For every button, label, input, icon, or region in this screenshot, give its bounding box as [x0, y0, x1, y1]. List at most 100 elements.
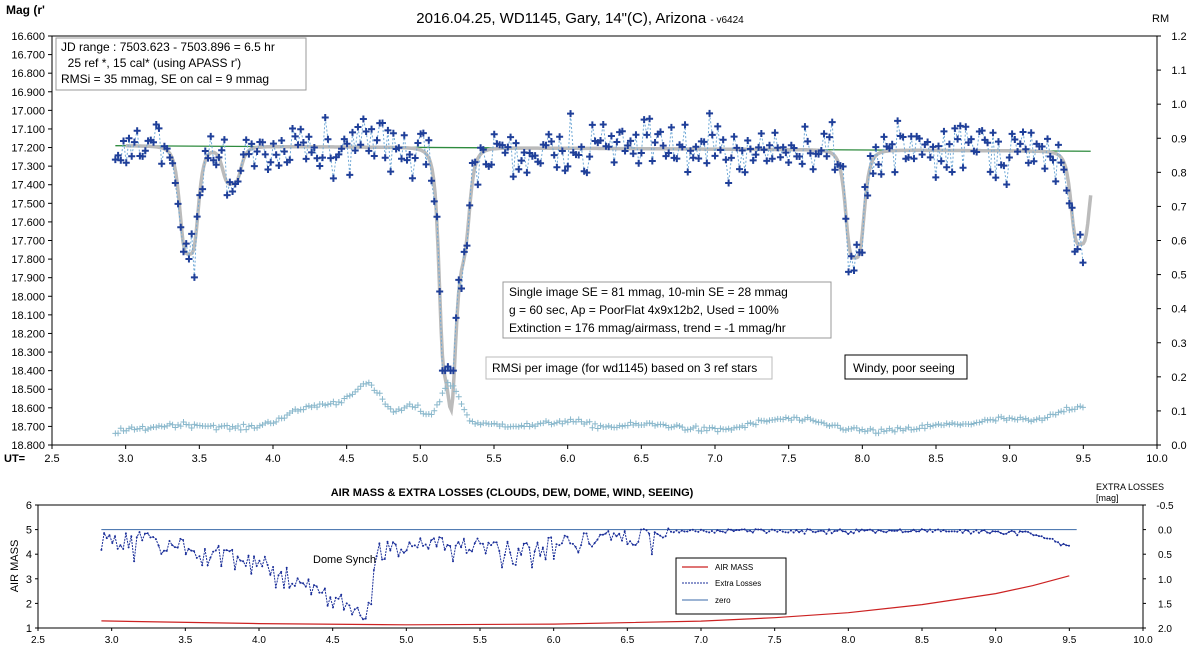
extra-losses-point — [599, 533, 602, 536]
rmsi-point — [346, 392, 353, 399]
rmsi-point — [177, 423, 184, 430]
extra-losses-point — [383, 558, 386, 560]
x-tick-label: 6.0 — [560, 453, 575, 465]
extra-losses-point — [863, 529, 866, 532]
mag-point — [269, 140, 277, 148]
extra-losses-point — [909, 530, 912, 533]
y-tick-label: 18.600 — [11, 403, 45, 415]
mag-point — [218, 146, 226, 154]
extra-losses-point — [443, 548, 446, 551]
extra-losses-point — [182, 539, 185, 541]
extra-losses-point — [735, 529, 738, 531]
rmsi-point — [736, 424, 743, 431]
extra-losses-point — [430, 539, 433, 542]
bottom-x-tick-label: 4.5 — [326, 635, 340, 646]
extra-losses-point — [236, 555, 239, 558]
extra-losses-point — [217, 545, 220, 547]
mag-point — [389, 129, 397, 137]
extra-losses-point — [498, 550, 501, 552]
rmsi-point — [117, 425, 124, 432]
x-tick-label: 8.0 — [855, 453, 870, 465]
extra-losses-point — [743, 528, 746, 531]
extra-losses-point — [727, 528, 730, 531]
extra-losses-point — [313, 584, 315, 587]
mag-point — [624, 142, 632, 150]
mag-point — [267, 158, 275, 166]
rmsi-point — [523, 420, 530, 427]
mag-point — [978, 127, 986, 135]
extra-losses-point — [683, 530, 686, 533]
y2-tick-label: 0.3 — [1171, 338, 1186, 350]
rmsi-point — [207, 423, 214, 430]
extra-losses-point — [986, 531, 989, 534]
mag-point — [825, 133, 833, 141]
mag-point — [166, 153, 174, 161]
y2-tick-label: 0.8 — [1171, 167, 1186, 179]
mag-point — [1038, 142, 1046, 150]
mag-point — [395, 144, 403, 152]
extra-losses-point — [108, 534, 111, 537]
mag-point — [259, 138, 267, 146]
y-tick-label: 17.000 — [11, 105, 45, 117]
rmsi-point — [433, 401, 440, 408]
mag-point — [899, 133, 907, 141]
extra-losses-point — [719, 530, 722, 533]
mag-point — [872, 143, 880, 151]
rmsi-point — [551, 420, 558, 427]
y-tick-label: 18.300 — [11, 347, 45, 359]
extra-losses-point — [983, 529, 986, 532]
y-tick-label: 17.800 — [11, 254, 45, 266]
mag-point — [986, 168, 994, 176]
extra-losses-point — [400, 548, 403, 551]
x-tick-label: 3.5 — [192, 453, 207, 465]
rmsi-point — [921, 425, 928, 432]
mag-point — [444, 363, 452, 371]
extra-losses-point — [141, 539, 144, 542]
mag-point — [158, 160, 166, 168]
rmsi-point — [363, 380, 370, 387]
rmsi-point — [968, 421, 975, 428]
mag-point — [894, 117, 902, 125]
extra-losses-point — [869, 528, 871, 531]
y-tick-label: 16.800 — [11, 68, 45, 80]
extra-losses-point — [386, 540, 389, 543]
extra-losses-point — [176, 546, 179, 549]
rmsi-point — [431, 407, 438, 414]
mag-point — [460, 248, 468, 256]
mag-point — [711, 152, 719, 160]
extra-losses-point — [1046, 537, 1049, 540]
bottom-x-tick-label: 7.5 — [768, 635, 782, 646]
extra-losses-point — [520, 553, 523, 556]
extra-losses-point — [629, 540, 632, 543]
rmsi-point — [605, 422, 612, 429]
extra-losses-point — [858, 530, 861, 533]
rmsi-point — [235, 423, 242, 430]
rmsi-point — [1033, 416, 1040, 423]
rmsi-point — [147, 424, 154, 431]
extra-losses-point — [999, 532, 1002, 534]
rmsi-point — [463, 411, 470, 418]
extra-losses-point — [394, 543, 397, 546]
rmsi-point — [1044, 414, 1051, 421]
extra-losses-point — [631, 543, 634, 546]
extra-losses-point — [122, 547, 125, 550]
mag-point — [984, 139, 992, 147]
extra-losses-point — [836, 529, 839, 532]
rmsi-point — [722, 426, 729, 433]
mag-point — [387, 168, 395, 176]
extra-losses-point — [280, 570, 283, 573]
rmsi-point — [515, 423, 522, 430]
extra-losses-point — [994, 530, 997, 533]
extra-losses-point — [1013, 530, 1016, 533]
rmsi-point — [131, 426, 138, 433]
extra-losses-point — [547, 536, 550, 539]
extra-losses-point — [157, 544, 160, 547]
rmsi-point — [916, 425, 923, 432]
rmsi-point — [782, 414, 789, 421]
mag-point — [973, 148, 981, 156]
rmsi-point — [717, 425, 724, 432]
mag-point — [458, 285, 466, 293]
mag-point — [1011, 135, 1019, 143]
mag-point — [948, 168, 956, 176]
bottom-x-tick-label: 5.0 — [399, 635, 413, 646]
